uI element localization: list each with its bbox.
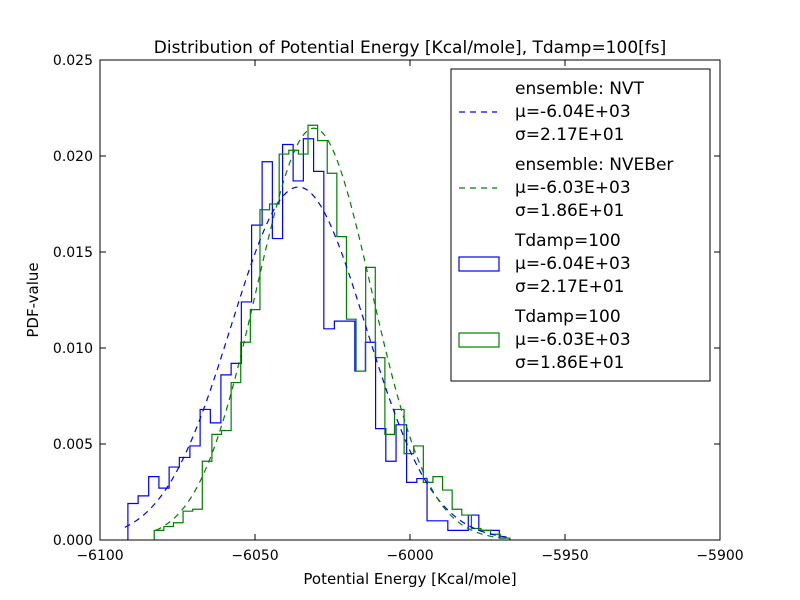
legend-label-line: μ=-6.04E+03 [515,254,631,274]
x-tick-label: −6000 [386,548,433,564]
legend-label-line: σ=1.86E+01 [515,201,625,221]
legend-label-line: σ=2.17E+01 [515,277,625,297]
legend-label-line: μ=-6.04E+03 [515,102,631,122]
x-axis-label: Potential Energy [Kcal/mole] [303,570,516,588]
chart-title: Distribution of Potential Energy [Kcal/m… [154,38,667,58]
y-tick-label: 0.020 [53,149,93,165]
legend: ensemble: NVTμ=-6.04E+03σ=2.17E+01ensemb… [450,68,711,382]
legend-entry-3: Tdamp=100 μ=-6.04E+03 σ=2.17E+01 [458,231,631,297]
legend-patch-swatch [458,332,500,348]
y-tick-label: 0.010 [53,341,93,357]
legend-entry-1: ensemble: NVT μ=-6.04E+03 σ=2.17E+01 [459,79,645,145]
x-tick-label: −6050 [231,548,278,564]
legend-label-line: μ=-6.03E+03 [515,330,631,350]
legend-patch-swatch [458,256,500,272]
legend-frame [450,68,711,382]
y-tick-label: 0.000 [53,533,93,549]
legend-label-line: μ=-6.03E+03 [515,178,631,198]
fit-curve-1 [124,186,510,538]
legend-label-line: Tdamp=100 [514,307,621,327]
legend-label-line: σ=1.86E+01 [515,353,625,373]
y-tick-label: 0.015 [53,245,93,261]
legend-label-line: Tdamp=100 [514,231,621,251]
x-tick-label: −5950 [541,548,588,564]
y-axis-label: PDF-value [24,262,42,337]
x-tick-label: −5900 [696,548,743,564]
legend-label-line: σ=2.17E+01 [515,125,625,145]
legend-entry-4: Tdamp=100 μ=-6.03E+03 σ=1.86E+01 [458,307,631,373]
legend-entry-2: ensemble: NVEBer μ=-6.03E+03 σ=1.86E+01 [459,155,673,221]
fit-curve-2 [155,127,510,540]
y-tick-label: 0.025 [53,53,93,69]
x-tick-label: −6100 [76,548,123,564]
legend-label-line: ensemble: NVEBer [515,155,673,175]
fit-curve-layer [124,127,510,540]
x-axis: −6100 −6050 −6000 −5950 −5900 [76,60,744,564]
y-axis: 0.000 0.005 0.010 0.015 0.020 0.025 [53,53,720,549]
y-tick-label: 0.005 [53,437,93,453]
histogram-2 [153,124,511,540]
histogram-layer [127,124,511,540]
legend-entries: ensemble: NVTμ=-6.04E+03σ=2.17E+01ensemb… [458,79,673,373]
legend-label-line: ensemble: NVT [515,79,645,99]
